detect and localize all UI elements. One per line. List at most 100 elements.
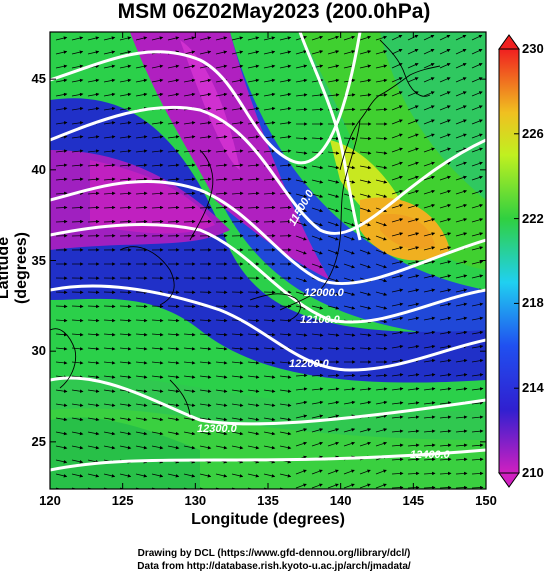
wind-arrow xyxy=(183,163,196,167)
wind-arrow xyxy=(183,36,196,41)
wind-arrow xyxy=(71,78,84,83)
wind-arrow xyxy=(151,304,164,309)
wind-arrow xyxy=(231,417,244,422)
wind-arrow xyxy=(247,431,260,436)
wind-arrow xyxy=(407,161,419,167)
wind-arrow xyxy=(455,63,467,69)
wind-arrow xyxy=(311,221,323,227)
wind-arrow xyxy=(103,219,116,224)
wind-arrow xyxy=(375,193,388,198)
wind-arrow xyxy=(343,277,356,283)
wind-arrow xyxy=(359,136,372,141)
wind-arrow xyxy=(423,218,436,223)
wind-arrow xyxy=(327,64,340,69)
wind-arrow xyxy=(183,219,196,224)
wind-arrow xyxy=(295,428,308,433)
wind-arrow xyxy=(135,64,148,69)
wind-arrow xyxy=(311,165,324,170)
wind-arrow xyxy=(295,50,308,55)
wind-arrow xyxy=(151,149,164,153)
wind-arrow xyxy=(119,135,132,139)
colorbar-tick-label: 222 xyxy=(522,210,544,226)
x-tick-label: 130 xyxy=(184,493,207,508)
wind-arrow xyxy=(167,64,180,69)
wind-arrow xyxy=(87,92,100,97)
wind-arrow xyxy=(471,34,483,41)
wind-arrow xyxy=(119,121,132,125)
wind-arrow xyxy=(359,165,372,170)
wind-arrow xyxy=(439,91,451,97)
wind-arrow xyxy=(439,415,452,419)
wind-arrow xyxy=(87,347,100,351)
wind-arrow xyxy=(119,219,132,224)
wind-arrow xyxy=(391,302,404,307)
wind-arrow xyxy=(423,387,436,391)
wind-arrow xyxy=(279,389,292,393)
wind-arrow xyxy=(391,119,403,125)
contour-label-12100: 12100.0 xyxy=(300,314,341,326)
wind-arrow xyxy=(231,473,244,478)
wind-arrow xyxy=(151,375,164,379)
wind-arrow xyxy=(231,36,244,41)
wind-arrow xyxy=(391,387,404,391)
wind-arrow xyxy=(359,263,371,269)
wind-arrow xyxy=(391,429,404,433)
wind-arrow xyxy=(151,403,164,407)
wind-arrow xyxy=(151,121,164,125)
wind-arrow xyxy=(359,93,372,97)
wind-arrow xyxy=(167,361,180,365)
wind-arrow xyxy=(407,415,420,419)
wind-arrow xyxy=(135,36,148,41)
wind-arrow xyxy=(471,316,484,321)
wind-arrow xyxy=(119,92,132,97)
wind-arrow xyxy=(55,36,68,41)
wind-arrow xyxy=(167,163,180,167)
wind-arrow xyxy=(279,473,292,478)
wind-arrow xyxy=(375,414,388,419)
wind-arrow xyxy=(71,332,84,337)
wind-arrow xyxy=(423,415,436,419)
wind-arrow xyxy=(327,221,339,227)
wind-arrow xyxy=(471,91,483,97)
wind-arrow xyxy=(71,149,84,153)
wind-arrow xyxy=(279,318,292,323)
wind-arrow xyxy=(199,121,212,125)
wind-arrow xyxy=(87,50,100,55)
wind-arrow xyxy=(215,36,228,41)
wind-arrow xyxy=(439,443,452,448)
wind-arrow xyxy=(103,50,116,55)
wind-arrow xyxy=(167,445,180,450)
wind-arrow xyxy=(439,330,452,335)
wind-arrow xyxy=(311,333,324,337)
wind-arrow xyxy=(407,457,420,462)
wind-arrow xyxy=(343,483,355,489)
wind-arrow xyxy=(423,119,435,125)
wind-arrow xyxy=(71,36,84,41)
wind-arrow xyxy=(327,165,340,170)
wind-arrow xyxy=(327,193,340,198)
wind-arrow xyxy=(231,219,244,224)
wind-arrow xyxy=(455,429,468,433)
wind-arrow xyxy=(231,50,244,55)
wind-arrow xyxy=(359,346,372,351)
wind-arrow xyxy=(343,107,356,112)
wind-arrow xyxy=(455,302,468,307)
wind-arrow xyxy=(343,333,356,337)
wind-arrow xyxy=(55,473,68,478)
wind-arrow xyxy=(247,50,260,55)
wind-arrow xyxy=(279,361,292,365)
wind-arrow xyxy=(311,400,324,405)
wind-arrow xyxy=(375,35,388,41)
colorbar-tick-label: 214 xyxy=(522,380,544,396)
colorbar-tick-label: 218 xyxy=(522,295,544,311)
wind-arrow xyxy=(391,105,403,111)
wind-arrow xyxy=(71,361,84,365)
wind-arrow xyxy=(135,121,148,125)
wind-arrow xyxy=(151,389,164,393)
wind-arrow xyxy=(439,105,451,111)
wind-arrow xyxy=(167,205,180,210)
wind-arrow xyxy=(391,77,403,83)
wind-arrow xyxy=(423,91,435,97)
wind-arrow xyxy=(471,203,484,209)
wind-arrow xyxy=(151,318,164,323)
